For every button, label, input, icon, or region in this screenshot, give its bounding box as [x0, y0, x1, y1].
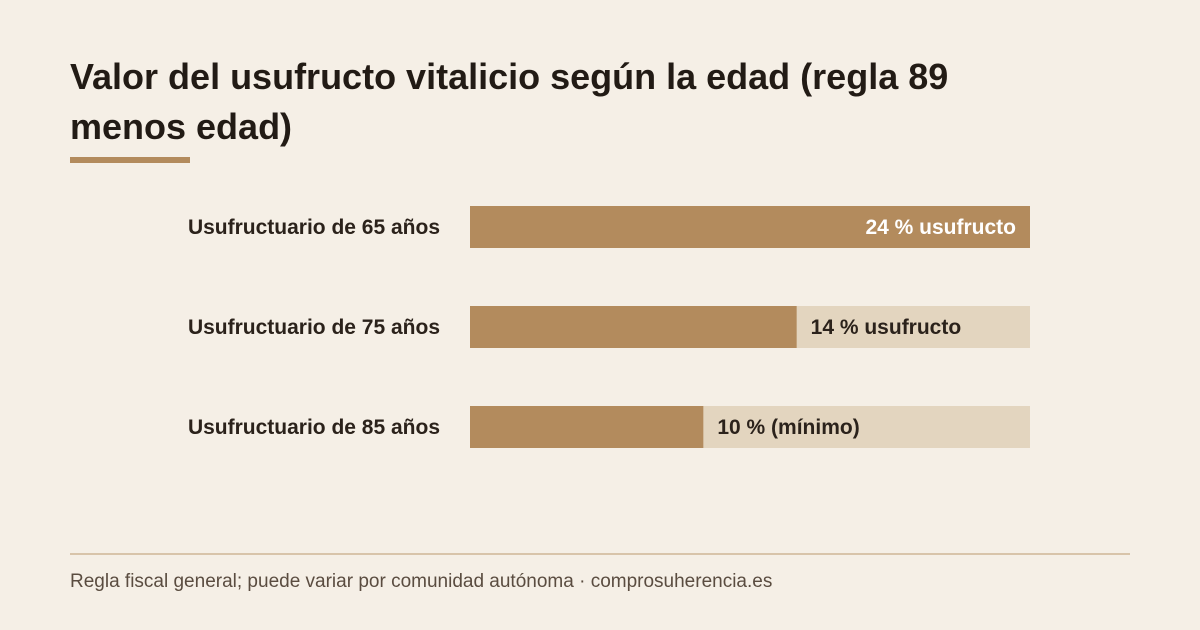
bar	[470, 306, 797, 348]
bar-value-label: 24 % usufructo	[865, 216, 1016, 239]
title-accent-rule	[70, 157, 190, 163]
bar-value-label: 14 % usufructo	[811, 316, 962, 339]
bar	[470, 206, 1030, 248]
footer-divider	[70, 553, 1130, 555]
category-label: Usufructuario de 85 años	[188, 416, 440, 439]
category-label: Usufructuario de 75 años	[188, 316, 440, 339]
bar-value-label: 10 % (mínimo)	[717, 416, 859, 439]
chart-title: Valor del usufructo vitalicio según la e…	[70, 56, 949, 147]
footer-note: Regla fiscal general; puede variar por c…	[70, 571, 773, 592]
category-label: Usufructuario de 65 años	[188, 216, 440, 239]
bar	[470, 406, 704, 448]
